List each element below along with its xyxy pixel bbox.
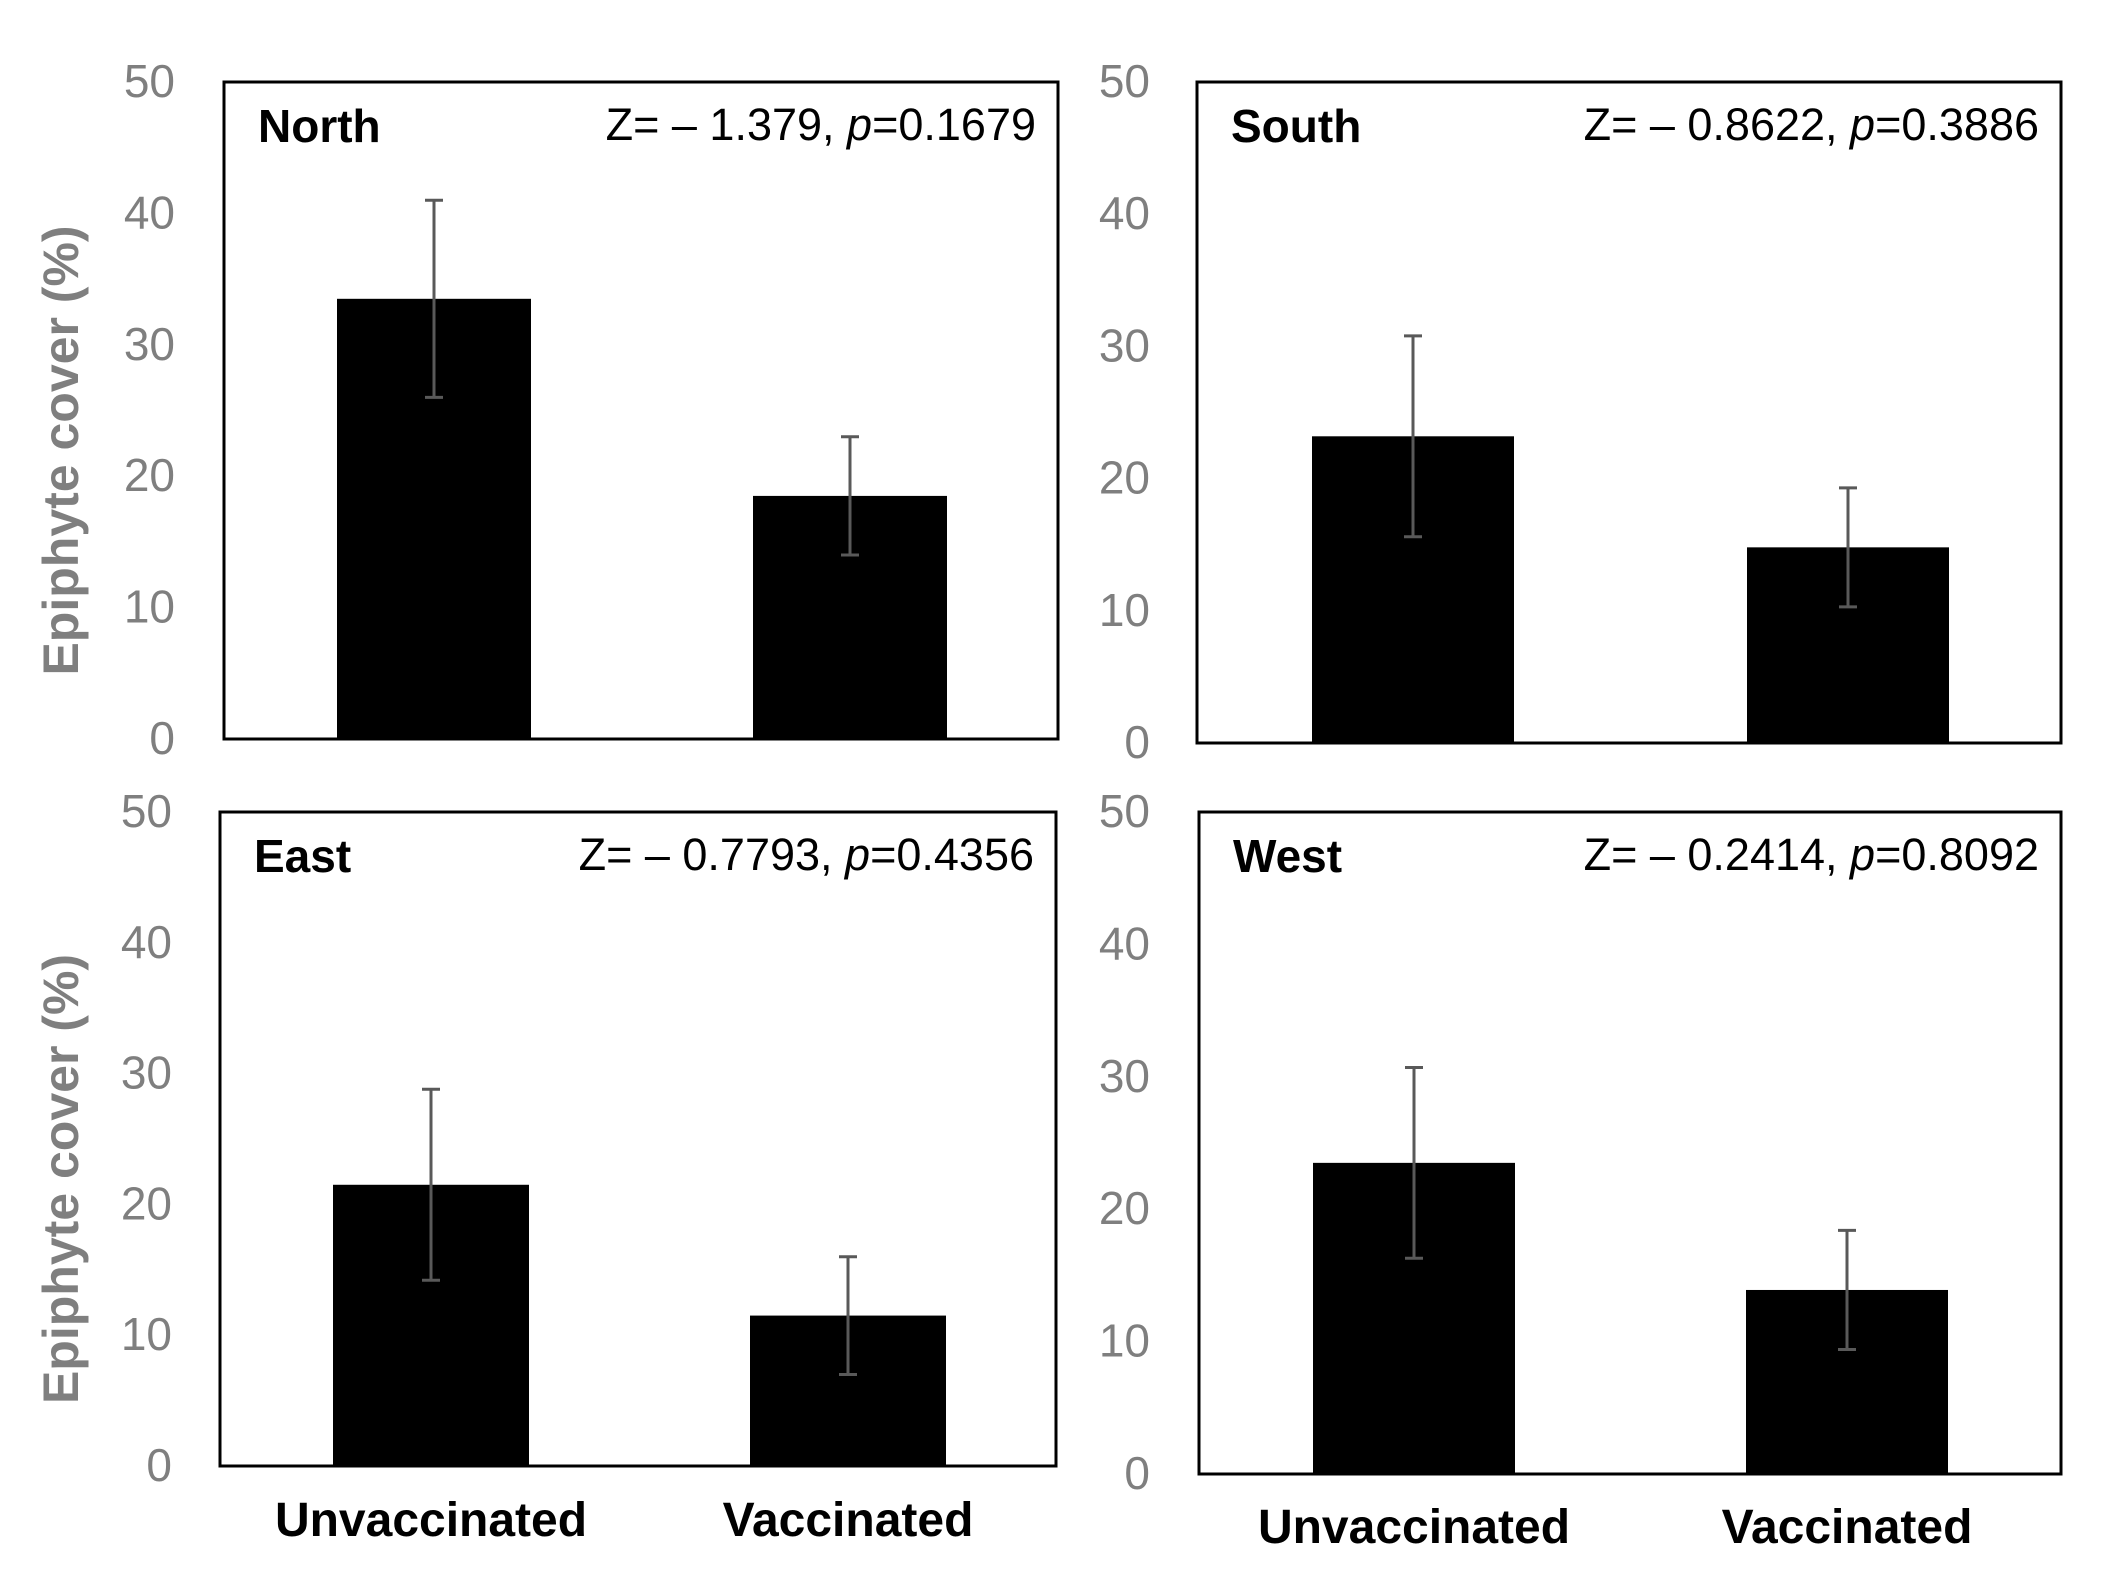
chart-panel-south: 0 10 20 30 40 50 South Z= – 0.8622, p=0.3886 [1099,55,2063,768]
y-tick-label: 50 [121,785,172,837]
panel-title: South [1231,100,1361,152]
error-bar-vaccinated [841,435,859,557]
error-bar-unvaccinated [1405,1066,1423,1260]
y-tick-label: 0 [149,712,175,764]
stat-annotation: Z= – 0.8622, p=0.3886 [1584,99,2039,150]
stat-p-symbol: p [843,829,870,880]
plot-frame [1197,810,2063,1476]
y-tick-label: 30 [124,318,175,370]
y-tick-label: 0 [146,1439,172,1491]
stat-p-value: =0.4356 [870,829,1034,880]
y-tick-label: 30 [121,1047,172,1099]
y-tick-label: 10 [124,581,175,633]
y-tick-label: 30 [1099,319,1150,371]
plot-frame [218,810,1058,1468]
stat-z: Z= – 0.2414, [1584,829,1850,880]
y-tick-label: 40 [121,916,172,968]
x-category-label: Vaccinated [1722,1501,1973,1554]
y-tick-label: 40 [124,186,175,238]
y-tick-label: 10 [1099,1315,1150,1367]
stat-annotation: Z= – 0.7793, p=0.4356 [579,829,1034,880]
stat-z: Z= – 1.379, [606,99,847,150]
y-tick-label: 20 [124,449,175,501]
y-tick-label: 0 [1124,716,1150,768]
y-tick-label: 20 [1099,1182,1150,1234]
stat-p-symbol: p [1848,829,1875,880]
stat-p-value: =0.1679 [872,99,1036,150]
stat-p-symbol: p [1848,99,1875,150]
y-tick-label: 50 [1099,55,1150,107]
chart-panel-east: 0 10 20 30 40 50 Epiphyte cover (%) East Z= – 0.… [33,785,1058,1547]
error-bar-unvaccinated [422,1087,440,1282]
stat-p-value: =0.8092 [1875,829,2039,880]
panel-title: East [254,830,351,882]
y-axis-label: Epiphyte cover (%) [33,954,89,1404]
error-bar-vaccinated [1839,486,1857,609]
stat-p-symbol: p [845,99,872,150]
error-bar-unvaccinated [425,198,443,399]
y-tick-label: 20 [121,1177,172,1229]
panel-title: North [258,100,381,152]
error-bar-unvaccinated [1404,334,1422,539]
y-tick-label: 30 [1099,1050,1150,1102]
chart-panel-north: 0 10 20 30 40 50 Epiphyte cover (%) North Z= – 1… [33,55,1060,764]
x-category-label: Vaccinated [723,1494,974,1547]
plot-frame [1195,80,2063,745]
stat-annotation: Z= – 0.2414, p=0.8092 [1584,829,2039,880]
stat-p-value: =0.3886 [1875,99,2039,150]
y-tick-label: 10 [1099,584,1150,636]
y-tick-label: 10 [121,1308,172,1360]
chart-panel-west: 0 10 20 30 40 50 West Z= – 0.2414, p=0.8092 Unva… [1099,785,2063,1554]
y-axis-label: Epiphyte cover (%) [33,225,89,675]
plot-frame [222,80,1060,741]
y-tick-label: 50 [124,55,175,107]
error-bar-vaccinated [1838,1228,1856,1352]
y-tick-label: 50 [1099,785,1150,837]
x-category-label: Unvaccinated [1258,1501,1570,1554]
y-tick-label: 20 [1099,452,1150,504]
y-tick-label: 0 [1124,1447,1150,1499]
error-bar-vaccinated [839,1255,857,1376]
stat-z: Z= – 0.8622, [1584,99,1850,150]
y-tick-label: 40 [1099,187,1150,239]
panel-title: West [1233,830,1342,882]
stat-z: Z= – 0.7793, [579,829,845,880]
stat-annotation: Z= – 1.379, p=0.1679 [606,99,1036,150]
y-tick-label: 40 [1099,917,1150,969]
x-category-label: Unvaccinated [275,1494,587,1547]
